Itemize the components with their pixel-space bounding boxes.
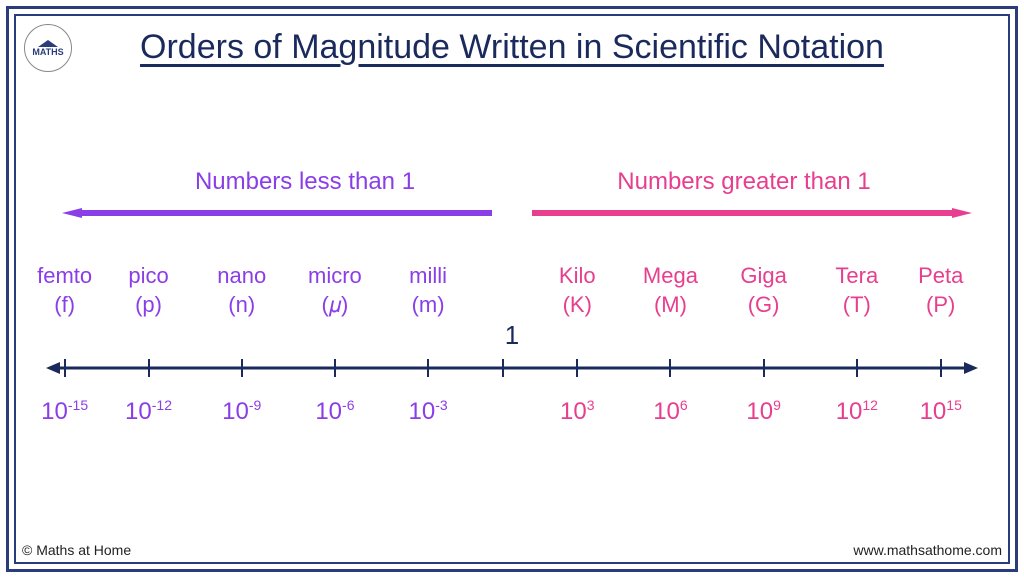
power-cell: 1012 [813,396,901,427]
prefix-symbol: (n) [198,291,286,320]
region-label-less-than-one: Numbers less than 1 [130,168,480,196]
prefix-symbol: (p) [105,291,193,320]
center-one-label: 1 [0,320,1024,351]
footer-url: www.mathsathome.com [853,542,1002,558]
prefix-symbol: (M) [626,291,714,320]
number-line [46,356,978,380]
tick-mark [148,359,150,377]
power-cell: 10-15 [21,396,109,427]
prefix-cell: Tera (T) [813,262,901,319]
prefix-symbol: (T) [813,291,901,320]
prefix-cell: milli (m) [384,262,472,319]
prefix-symbol: (P) [897,291,985,320]
tick-mark [64,359,66,377]
arrow-right-icon [532,208,972,218]
prefix-symbol: (𝜇) [291,291,379,320]
prefix-name: Kilo [559,263,596,288]
tick-mark [427,359,429,377]
prefix-symbol: (K) [533,291,621,320]
prefix-name: nano [217,263,266,288]
power-cell: 10-6 [291,396,379,427]
prefix-cell: nano (n) [198,262,286,319]
prefix-symbol: (f) [21,291,109,320]
power-cell: 106 [626,396,714,427]
power-cell: 109 [720,396,808,427]
tick-mark [576,359,578,377]
tick-mark [669,359,671,377]
page-title: Orders of Magnitude Written in Scientifi… [0,28,1024,67]
power-row: 10-1510-1210-910-610-310310610910121015 [46,396,978,456]
prefix-name: Giga [740,263,786,288]
power-cell: 10-3 [384,396,472,427]
prefix-cell: Peta (P) [897,262,985,319]
tick-mark [763,359,765,377]
power-cell: 10-9 [198,396,286,427]
arrow-left-icon [62,208,492,218]
prefix-row: femto(f)pico(p)nano(n)micro(𝜇)milli(m)Ki… [46,262,978,322]
prefix-cell: femto (f) [21,262,109,319]
power-cell: 1015 [897,396,985,427]
prefix-symbol: (m) [384,291,472,320]
prefix-symbol: (G) [720,291,808,320]
prefix-name: milli [409,263,447,288]
tick-mark [334,359,336,377]
power-cell: 103 [533,396,621,427]
prefix-cell: Mega (M) [626,262,714,319]
region-label-greater-than-one: Numbers greater than 1 [544,168,944,196]
prefix-name: Peta [918,263,963,288]
tick-mark [241,359,243,377]
power-cell: 10-12 [105,396,193,427]
prefix-name: Mega [643,263,698,288]
prefix-name: Tera [835,263,878,288]
prefix-cell: Kilo (K) [533,262,621,319]
prefix-name: pico [128,263,168,288]
tick-mark [856,359,858,377]
prefix-name: micro [308,263,362,288]
prefix-cell: pico (p) [105,262,193,319]
prefix-cell: micro (𝜇) [291,262,379,319]
prefix-name: femto [37,263,92,288]
tick-center [502,359,504,377]
footer-copyright: © Maths at Home [22,542,131,558]
tick-mark [940,359,942,377]
prefix-cell: Giga (G) [720,262,808,319]
